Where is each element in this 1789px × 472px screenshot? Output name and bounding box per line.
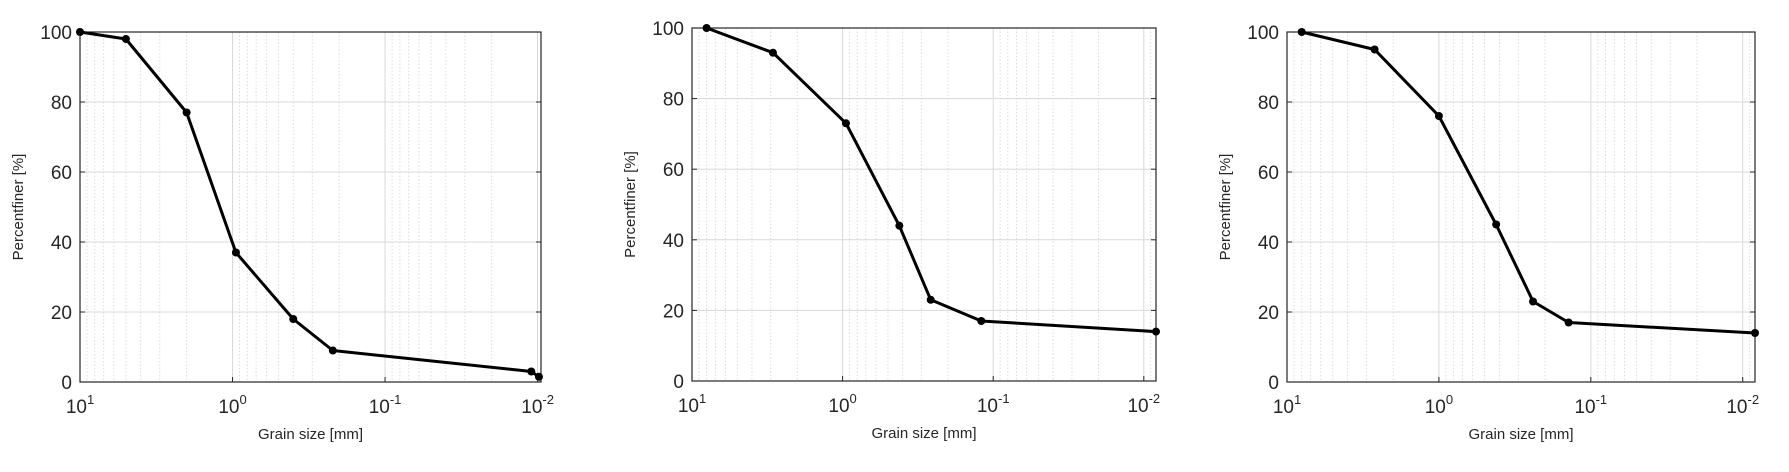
y-tick-label: 60 bbox=[51, 163, 72, 184]
data-point bbox=[1564, 318, 1573, 327]
data-point bbox=[289, 315, 298, 323]
x-tick-label: 101 bbox=[1273, 392, 1301, 418]
y-axis-label: Percentfiner [%] bbox=[622, 151, 639, 258]
x-axis-label: Grain size [mm] bbox=[1468, 426, 1573, 443]
data-point bbox=[1370, 45, 1379, 54]
y-axis-label: Percentfiner [%] bbox=[1217, 154, 1234, 261]
data-point bbox=[1751, 329, 1759, 337]
x-axis-label: Grain size [mm] bbox=[871, 425, 976, 442]
x-tick-label: 10-2 bbox=[521, 392, 554, 418]
y-tick-label: 100 bbox=[652, 19, 684, 40]
data-point bbox=[182, 108, 191, 117]
data-point bbox=[1434, 112, 1443, 120]
data-point bbox=[977, 316, 986, 325]
plot-area bbox=[1287, 32, 1755, 382]
x-tick-label: 101 bbox=[66, 392, 94, 418]
plot-area bbox=[80, 32, 541, 382]
data-point bbox=[231, 248, 240, 257]
data-point bbox=[926, 295, 935, 304]
y-tick-label: 20 bbox=[51, 303, 72, 324]
y-tick-label: 0 bbox=[1268, 373, 1279, 394]
data-point bbox=[841, 119, 850, 128]
y-tick-label: 40 bbox=[1258, 233, 1279, 254]
x-tick-label: 100 bbox=[828, 391, 856, 417]
y-tick-label: 0 bbox=[673, 372, 684, 393]
chart-1: 0 20 40 60 80 100 101 100 10-1 10-2 Grain size [mm… bbox=[10, 23, 554, 443]
x-axis-label: Grain size [mm] bbox=[258, 426, 363, 443]
x-tick-label: 100 bbox=[218, 392, 246, 418]
x-tick-label: 101 bbox=[678, 391, 706, 417]
axes-box bbox=[691, 27, 1157, 382]
y-tick-label: 40 bbox=[51, 233, 72, 254]
y-tick-label: 40 bbox=[663, 231, 684, 252]
y-tick-label: 20 bbox=[663, 301, 684, 322]
data-point bbox=[76, 28, 84, 36]
y-tick-label: 80 bbox=[663, 90, 684, 111]
y-tick-label: 100 bbox=[1247, 23, 1279, 44]
x-tick-label: 100 bbox=[1425, 392, 1453, 418]
y-axis-label: Percentfiner [%] bbox=[10, 154, 27, 261]
x-tick-label: 10-1 bbox=[977, 391, 1010, 417]
chart-2: 0 20 40 60 80 100 101 100 10-1 10-2 Grain size [mm… bbox=[622, 19, 1160, 442]
plot-area bbox=[692, 28, 1156, 381]
y-tick-label: 60 bbox=[663, 160, 684, 181]
x-tick-label: 10-1 bbox=[369, 392, 402, 418]
data-point bbox=[527, 367, 536, 376]
chart-3: 0 20 40 60 80 100 101 100 10-1 10-2 Grain size [mm… bbox=[1217, 23, 1759, 443]
data-point bbox=[328, 346, 337, 355]
y-tick-label: 60 bbox=[1258, 163, 1279, 184]
data-point bbox=[1492, 220, 1501, 229]
x-tick-label: 10-2 bbox=[1127, 391, 1160, 417]
data-point bbox=[1152, 327, 1160, 336]
y-tick-label: 20 bbox=[1258, 303, 1279, 324]
data-point bbox=[121, 35, 130, 43]
y-tick-label: 80 bbox=[51, 93, 72, 114]
axes-box bbox=[79, 31, 542, 383]
data-point bbox=[702, 24, 711, 32]
y-tick-label: 0 bbox=[61, 373, 72, 394]
y-tick-label: 100 bbox=[40, 23, 72, 44]
x-tick-label: 10-2 bbox=[1726, 392, 1759, 418]
grid bbox=[80, 32, 541, 382]
grid bbox=[1287, 32, 1755, 382]
axes-box bbox=[1286, 31, 1756, 383]
data-point bbox=[1297, 28, 1306, 36]
data-point bbox=[534, 372, 543, 381]
data-point bbox=[895, 221, 904, 230]
data-point bbox=[1529, 297, 1538, 306]
x-tick-label: 10-1 bbox=[1574, 392, 1607, 418]
y-tick-label: 80 bbox=[1258, 93, 1279, 114]
series-line-sample-1 bbox=[78, 30, 541, 379]
data-point bbox=[768, 48, 777, 57]
